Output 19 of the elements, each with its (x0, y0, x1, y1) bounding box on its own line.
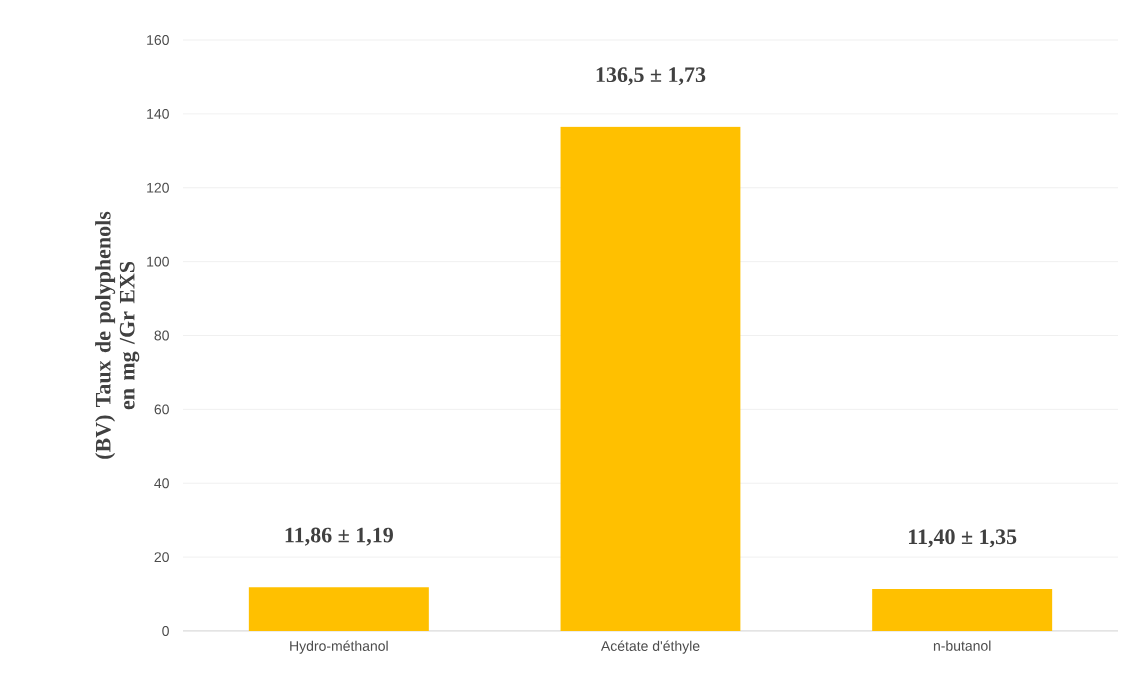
y-tick-label: 160 (147, 35, 169, 45)
y-tick-label: 100 (147, 256, 169, 267)
bar (248, 587, 429, 631)
y-tick-label: 80 (154, 330, 169, 341)
y-tick-label: 40 (154, 478, 169, 489)
x-tick-label: Hydro-méthanol (290, 640, 388, 654)
y-tick-label: 60 (154, 404, 169, 415)
y-tick-label: 140 (147, 108, 169, 119)
y-tick-label: 0 (162, 626, 169, 636)
data-label: 11,86 ± 1,19 (285, 527, 393, 546)
y-tick-label: 120 (147, 182, 169, 193)
bar (872, 588, 1053, 631)
x-tick-label: n-butanol (933, 640, 991, 651)
y-tick-label: 20 (154, 552, 169, 563)
y-axis-title: (BV) Taux de polyphenols en mg /Gr EXS (95, 211, 140, 459)
data-label: 11,40 ± 1,35 (909, 529, 1017, 548)
data-label: 136,5 ± 1,73 (596, 67, 706, 86)
x-tick-label: Acétate d'éthyle (600, 640, 700, 654)
bar (560, 126, 741, 631)
